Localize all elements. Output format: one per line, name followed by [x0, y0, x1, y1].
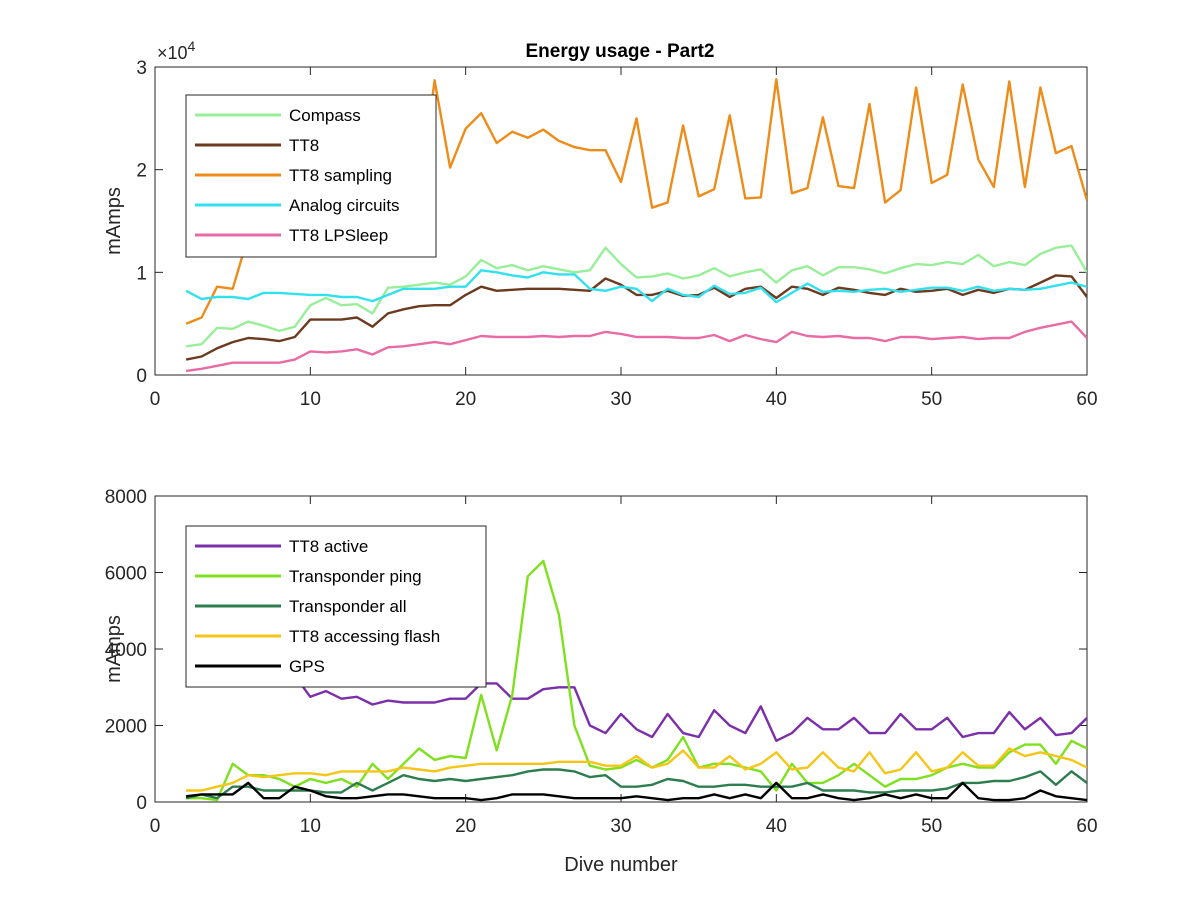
legend-entry: TT8 LPSleep — [289, 226, 388, 245]
series-line-gps — [185, 781, 1087, 802]
series-line-tt8-accessing-flash — [186, 747, 1087, 792]
legend: TT8 active Transponder ping Transponder al… — [185, 525, 487, 688]
y-tick-label: 0 — [136, 793, 147, 814]
x-tick-label: 60 — [1076, 389, 1097, 410]
y-tick-label: 1 — [136, 263, 147, 284]
y-exponent-power: 4 — [188, 38, 196, 54]
subplot-2: 0 10 20 30 40 50 60 0 2000 4000 6000 8000 mAmps Dive … — [103, 487, 1098, 876]
y-tick-label: 6000 — [105, 564, 147, 585]
x-tick-label: 0 — [150, 816, 161, 837]
y-tick-label: 8000 — [105, 487, 147, 508]
legend-entry: Analog circuits — [289, 196, 400, 215]
series-line-transponder-all — [185, 768, 1087, 800]
y-tick-label: 4000 — [105, 640, 147, 661]
chart-title: Energy usage - Part2 — [525, 41, 714, 62]
series-line-compass — [185, 244, 1087, 348]
series-line-tt8-lpsleep — [185, 320, 1087, 373]
x-tick-label: 50 — [921, 816, 942, 837]
y-tick-label: 3 — [136, 58, 147, 79]
x-tick-label: 40 — [766, 816, 787, 837]
y-tick-label: 2000 — [105, 717, 147, 738]
series-line-tt8 — [185, 274, 1087, 361]
x-tick-label: 20 — [455, 816, 476, 837]
legend: Compass TT8 TT8 sampling Analog circuits TT8… — [185, 94, 437, 258]
y-axis-label: mAmps — [103, 187, 125, 255]
legend-entry: Compass — [289, 106, 361, 125]
legend-entry: TT8 active — [289, 537, 368, 556]
legend-entry: TT8 accessing flash — [289, 627, 440, 646]
legend-entry: TT8 — [289, 136, 319, 155]
x-tick-label: 50 — [921, 389, 942, 410]
x-tick-label: 30 — [610, 816, 631, 837]
series-line-tt8-active — [186, 674, 1087, 742]
x-tick-label: 60 — [1076, 816, 1097, 837]
x-tick-label: 30 — [610, 389, 631, 410]
series-line-analog-circuits — [185, 269, 1087, 304]
x-axis-label: Dive number — [564, 854, 678, 876]
x-tick-label: 40 — [766, 389, 787, 410]
legend-entry: Transponder all — [289, 597, 407, 616]
y-tick-label: 0 — [136, 366, 147, 387]
legend-entry: Transponder ping — [289, 567, 422, 586]
series-line-transponder-ping — [186, 559, 1087, 802]
subplot-1: 0 10 20 30 40 50 600123×104mAmpsCompassTT8TT8 … — [103, 38, 1098, 410]
legend-entry: TT8 sampling — [289, 166, 392, 185]
x-tick-label: 10 — [300, 389, 321, 410]
x-tick-label: 10 — [300, 816, 321, 837]
y-tick-label: 2 — [136, 161, 147, 182]
legend-entry: GPS — [289, 657, 325, 676]
series-lines — [185, 559, 1087, 802]
plot-area: 0 10 20 30 40 50 600123×104mAmpsCompassTT8TT8 … — [103, 38, 1098, 876]
x-tick-label: 20 — [455, 389, 476, 410]
y-axis-label: mAmps — [103, 615, 125, 683]
x-tick-label: 0 — [150, 389, 161, 410]
